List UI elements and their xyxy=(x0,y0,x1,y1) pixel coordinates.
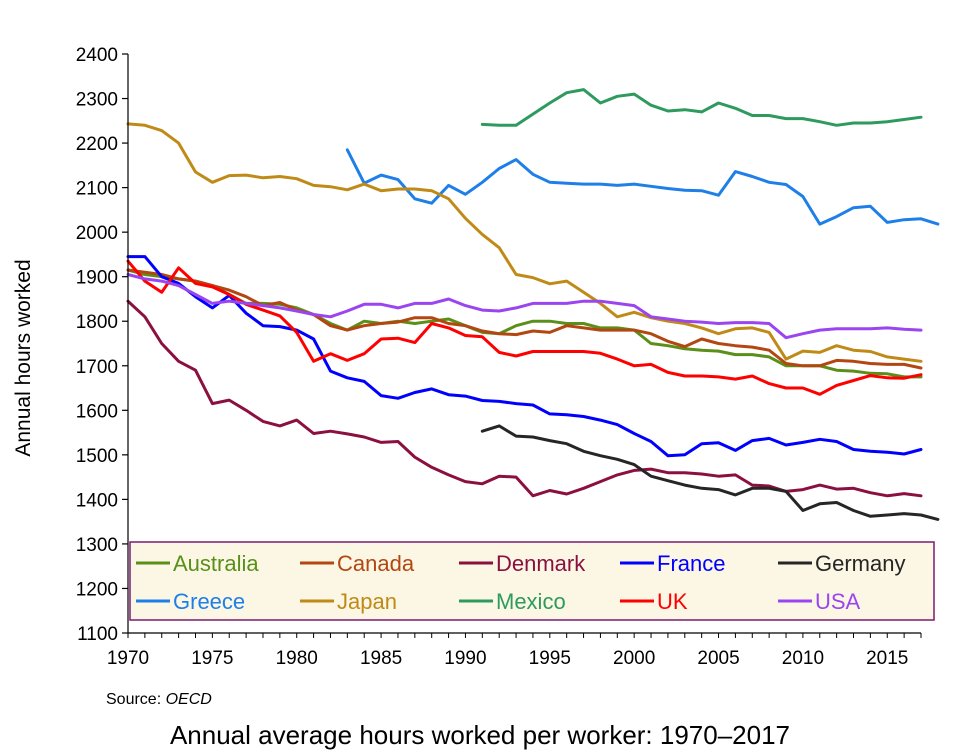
legend: Australia Canada Denmark France Germany Greec… xyxy=(129,541,935,621)
y-tick-label: 1600 xyxy=(76,401,118,422)
legend-label: USA xyxy=(815,589,861,614)
y-tick-label: 1900 xyxy=(76,268,118,289)
source-name: OECD xyxy=(166,691,213,708)
x-tick-label: 1995 xyxy=(529,648,571,669)
x-tick-label: 1980 xyxy=(276,648,318,669)
y-axis-title: Annual hours worked xyxy=(12,259,35,456)
source-label: Source: xyxy=(106,691,166,708)
series-line-mexico xyxy=(480,88,923,127)
y-tick-label: 2300 xyxy=(76,90,118,111)
legend-label: Denmark xyxy=(496,551,586,576)
x-tick-label: 2010 xyxy=(782,648,824,669)
legend-label: Japan xyxy=(337,589,397,614)
y-tick-label: 1300 xyxy=(76,535,118,556)
y-tick-label: 1400 xyxy=(76,490,118,511)
series-line-usa xyxy=(126,273,923,340)
x-tick-label: 2005 xyxy=(697,648,739,669)
legend-label: Germany xyxy=(815,551,905,576)
legend-items: Australia Canada Denmark France Germany Greec… xyxy=(136,551,905,614)
y-tick-label: 2100 xyxy=(76,179,118,200)
x-axis-ticks: 1970 1975 1980 1985 1990 1995 2000 2005 2010 2015 xyxy=(107,633,922,669)
series-line-australia xyxy=(126,268,923,379)
y-tick-label: 1500 xyxy=(76,446,118,467)
x-tick-label: 2000 xyxy=(613,648,655,669)
y-tick-label: 2400 xyxy=(76,45,118,66)
y-tick-label: 2200 xyxy=(76,134,118,155)
legend-label: France xyxy=(657,551,725,576)
y-tick-label: 1200 xyxy=(76,579,118,600)
x-tick-label: 2015 xyxy=(866,648,908,669)
chart-caption: Annual average hours worked per worker: … xyxy=(170,720,790,750)
y-tick-label: 2000 xyxy=(76,223,118,244)
legend-label: Australia xyxy=(173,551,259,576)
y-tick-label: 1800 xyxy=(76,312,118,333)
legend-box xyxy=(129,541,935,621)
series-layer xyxy=(126,88,940,521)
y-tick-label: 1700 xyxy=(76,357,118,378)
legend-label: Mexico xyxy=(496,589,566,614)
series-line-uk xyxy=(126,259,923,396)
legend-label: Greece xyxy=(173,589,245,614)
series-line-denmark xyxy=(126,299,923,498)
x-tick-label: 1970 xyxy=(107,648,149,669)
series-line-germany xyxy=(480,424,940,521)
series-line-france xyxy=(126,255,923,458)
series-line-greece xyxy=(345,148,940,226)
legend-label: Canada xyxy=(337,551,415,576)
series-line-japan xyxy=(126,122,923,363)
x-tick-label: 1990 xyxy=(444,648,486,669)
legend-label: UK xyxy=(657,589,688,614)
source-note: Source: OECD xyxy=(106,691,212,708)
x-tick-label: 1975 xyxy=(191,648,233,669)
x-tick-label: 1985 xyxy=(360,648,402,669)
y-tick-label: 1100 xyxy=(77,624,118,645)
y-axis-ticks: 1100 1200 1300 1400 1500 1600 1700 1800 1900 2000… xyxy=(76,45,128,645)
